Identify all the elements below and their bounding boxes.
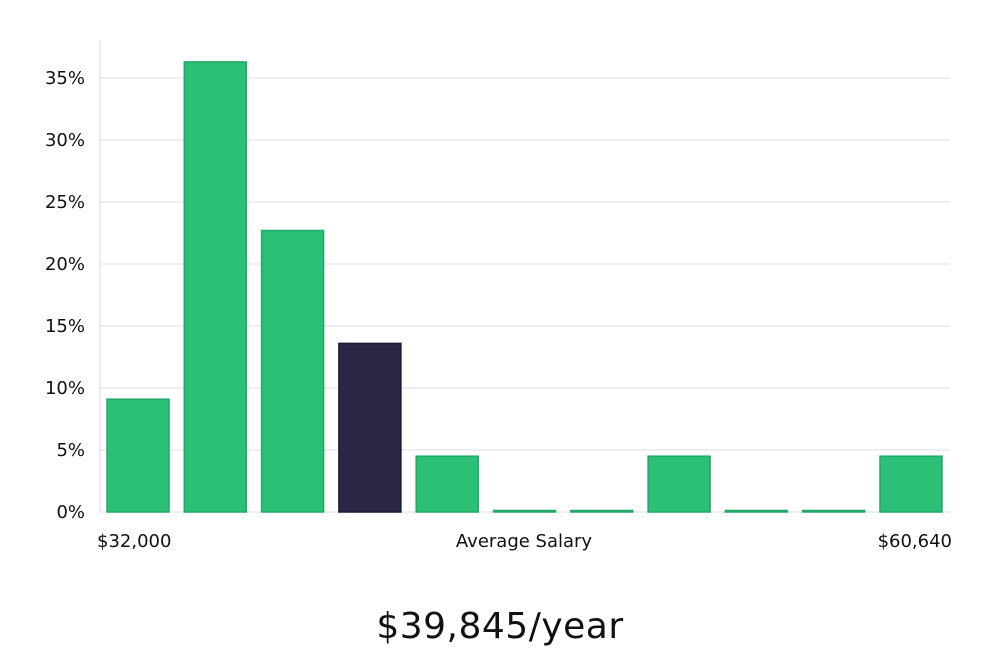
- x-axis-min-label: $32,000: [97, 531, 171, 552]
- bar: [183, 61, 248, 513]
- average-salary-value: $39,845/year: [376, 606, 624, 647]
- bar: [801, 509, 866, 513]
- y-tick-label: 0%: [56, 502, 85, 523]
- bar: [106, 398, 170, 513]
- y-tick-label: 30%: [45, 130, 85, 151]
- bar: [260, 229, 325, 513]
- bar-highlighted: [338, 342, 402, 513]
- bar: [879, 455, 943, 513]
- y-tick-label: 10%: [45, 378, 85, 399]
- bar: [724, 509, 789, 513]
- bar: [415, 455, 479, 513]
- y-tick-label: 35%: [45, 68, 85, 89]
- y-tick-label: 5%: [56, 440, 85, 461]
- bar: [647, 455, 711, 513]
- bar: [570, 509, 634, 513]
- y-tick-label: 15%: [45, 316, 85, 337]
- x-axis-max-label: $60,640: [878, 531, 952, 552]
- bar: [492, 509, 557, 513]
- x-axis-title: Average Salary: [456, 531, 593, 552]
- y-tick-label: 25%: [45, 192, 85, 213]
- y-tick-label: 20%: [45, 254, 85, 275]
- salary-distribution-chart: 0% 5% 10% 15% 20% 25% 30% 35% $32,000 Average S…: [45, 40, 952, 552]
